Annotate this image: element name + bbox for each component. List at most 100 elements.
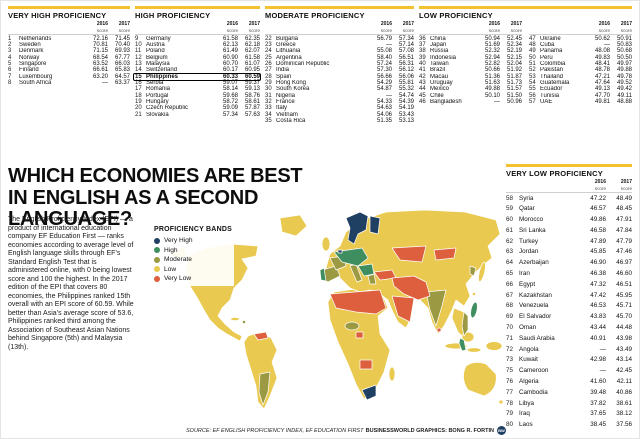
score-2016-cell: 50.66 (484, 67, 500, 74)
rank-cell: 63 (506, 248, 514, 256)
score-2016-cell: 47.32 (590, 280, 606, 288)
table-row: 48 Cuba — 50.83 (529, 42, 632, 48)
score-2017-cell: 40.86 (616, 388, 632, 396)
score-2017-cell: 58.61 (244, 98, 260, 105)
map-sri-lanka (436, 327, 442, 333)
score-2017-cell: 51.87 (506, 73, 522, 80)
map-nigeria (344, 321, 360, 331)
country-cell: Brazil (430, 67, 446, 74)
table-row: 75 Cameroon — 42.45 (506, 366, 632, 377)
table-row: 25 Argentina 58.40 56.51 (265, 55, 414, 61)
map-argentina (258, 371, 271, 406)
map-philippines (470, 301, 478, 319)
rank-cell: 77 (506, 388, 514, 396)
table-row: 35 Costa Rica 51.35 53.13 (265, 118, 414, 124)
score-2017-cell: 52.04 (506, 60, 522, 67)
map-central-europe (333, 247, 369, 267)
table-row: 41 Brazil 50.66 51.92 (419, 67, 522, 73)
rank-cell: 40 (419, 60, 426, 67)
country-cell: Macau (430, 73, 449, 80)
map-middle-east (391, 275, 431, 301)
score-2016-cell: 71.15 (92, 48, 108, 55)
country-cell: Cameroon (519, 367, 549, 375)
score-2017-cell: 49.97 (616, 60, 632, 67)
score-2016-cell: 37.82 (590, 399, 606, 407)
map-madagascar (388, 366, 396, 382)
table-row: 3 Denmark 71.15 69.93 (8, 48, 130, 54)
table-row: 69 El Salvador 43.83 45.70 (506, 312, 632, 323)
rank-cell: 78 (506, 399, 514, 407)
table-row: 21 Slovakia 57.34 57.63 (135, 112, 260, 118)
score-2016-cell: 49.13 (594, 86, 610, 93)
score-2017-cell: 58.76 (244, 92, 260, 99)
score-2016-cell: 41.60 (590, 378, 606, 386)
rank-cell: 42 (419, 73, 426, 80)
rank-cell: 45 (419, 92, 426, 99)
score-2016-cell: — (386, 41, 392, 48)
country-cell: Sweden (19, 41, 41, 48)
country-cell: Dominican Republic (276, 60, 330, 67)
rank-cell: 43 (419, 79, 426, 86)
map-new-zealand (498, 399, 504, 405)
score-2017-cell: 49.78 (616, 73, 632, 80)
rank-cell: 53 (529, 73, 536, 80)
country-cell: Norway (19, 54, 40, 61)
country-cell: Serbia (146, 79, 164, 86)
rank-cell: 2 (8, 41, 12, 48)
table-row: 29 Hong Kong 54.29 55.81 (265, 80, 414, 86)
country-cell: Algeria (519, 378, 539, 386)
legend-item: Very High (154, 236, 232, 246)
score-2016-cell: 47.70 (594, 92, 610, 99)
country-cell: Egypt (519, 280, 536, 288)
score-2016-cell: 61.58 (222, 35, 238, 42)
country-cell: Ukraine (540, 35, 561, 42)
rank-cell: 12 (135, 54, 142, 61)
score-2016-cell: — (386, 92, 392, 99)
table-row: 79 Iraq 37.65 38.12 (506, 409, 632, 420)
table-row: 73 Kuwait 42.98 43.14 (506, 355, 632, 366)
rank-cell: 34 (265, 111, 272, 118)
score-2017-cell: 49.52 (616, 79, 632, 86)
table-high-proficiency: HIGH PROFICIENCY 2016 score 2017 score 9 Ge… (133, 6, 261, 118)
score-2016-cell: 48.41 (594, 60, 610, 67)
score-2016-cell: 54.06 (376, 111, 392, 118)
score-2016-cell: — (604, 41, 610, 48)
rank-cell: 11 (135, 48, 142, 55)
table-row: 59 Qatar 46.57 48.45 (506, 204, 632, 215)
country-cell: Finland (19, 67, 39, 74)
legend-items: Very High High Moderate Low Very Low (154, 236, 232, 284)
score-2017-cell: 67.77 (114, 54, 130, 61)
score-2016-cell: 61.49 (222, 48, 238, 55)
country-cell: Tunisia (540, 92, 560, 99)
country-cell: Ecuador (540, 86, 563, 93)
score-2016-cell: 45.85 (590, 248, 606, 256)
score-column-headers: 2016 score 2017 score (506, 179, 632, 193)
table-row: 34 Vietnam 54.06 53.43 (265, 112, 414, 118)
source-note: SOURCE: EF ENGLISH PROFICIENCY INDEX, EF… (186, 427, 364, 434)
table-row: 52 Pakistan 48.78 49.88 (529, 67, 632, 73)
score-2016-cell: 47.42 (590, 291, 606, 299)
map-africa (327, 287, 391, 400)
rank-cell: 57 (529, 98, 536, 105)
score-2017-cell: 52.15 (506, 54, 522, 61)
score-2017-cell: 65.83 (114, 67, 130, 74)
table-row: 44 Mexico 49.88 51.57 (419, 86, 522, 92)
score-2016-cell: 51.63 (484, 79, 500, 86)
table-row: 6 Finland 66.61 65.83 (8, 67, 130, 73)
map-vietnam (461, 311, 469, 337)
table-row: 27 India 57.30 56.12 (265, 67, 414, 73)
country-cell: Peru (540, 54, 553, 61)
score-2016-cell: 47.21 (594, 73, 610, 80)
map-korea (469, 265, 477, 277)
score-2017-cell: 44.48 (616, 324, 632, 332)
country-cell: Czech Republic (146, 105, 189, 112)
score-2017-cell: 45.70 (616, 313, 632, 321)
band-color-dot (154, 256, 160, 263)
score-2016-cell: 54.87 (376, 86, 392, 93)
table-row: 63 Jordan 45.85 47.46 (506, 247, 632, 258)
rank-cell: 66 (506, 280, 514, 288)
score-column-headers: 2016 score 2017 score (8, 21, 130, 35)
rank-cell: 19 (135, 98, 142, 105)
rank-cell: 5 (8, 60, 12, 67)
table-rows: 58 Syria 47.22 48.49 59 Qatar 46.57 48.45 60 Moro… (506, 194, 632, 432)
